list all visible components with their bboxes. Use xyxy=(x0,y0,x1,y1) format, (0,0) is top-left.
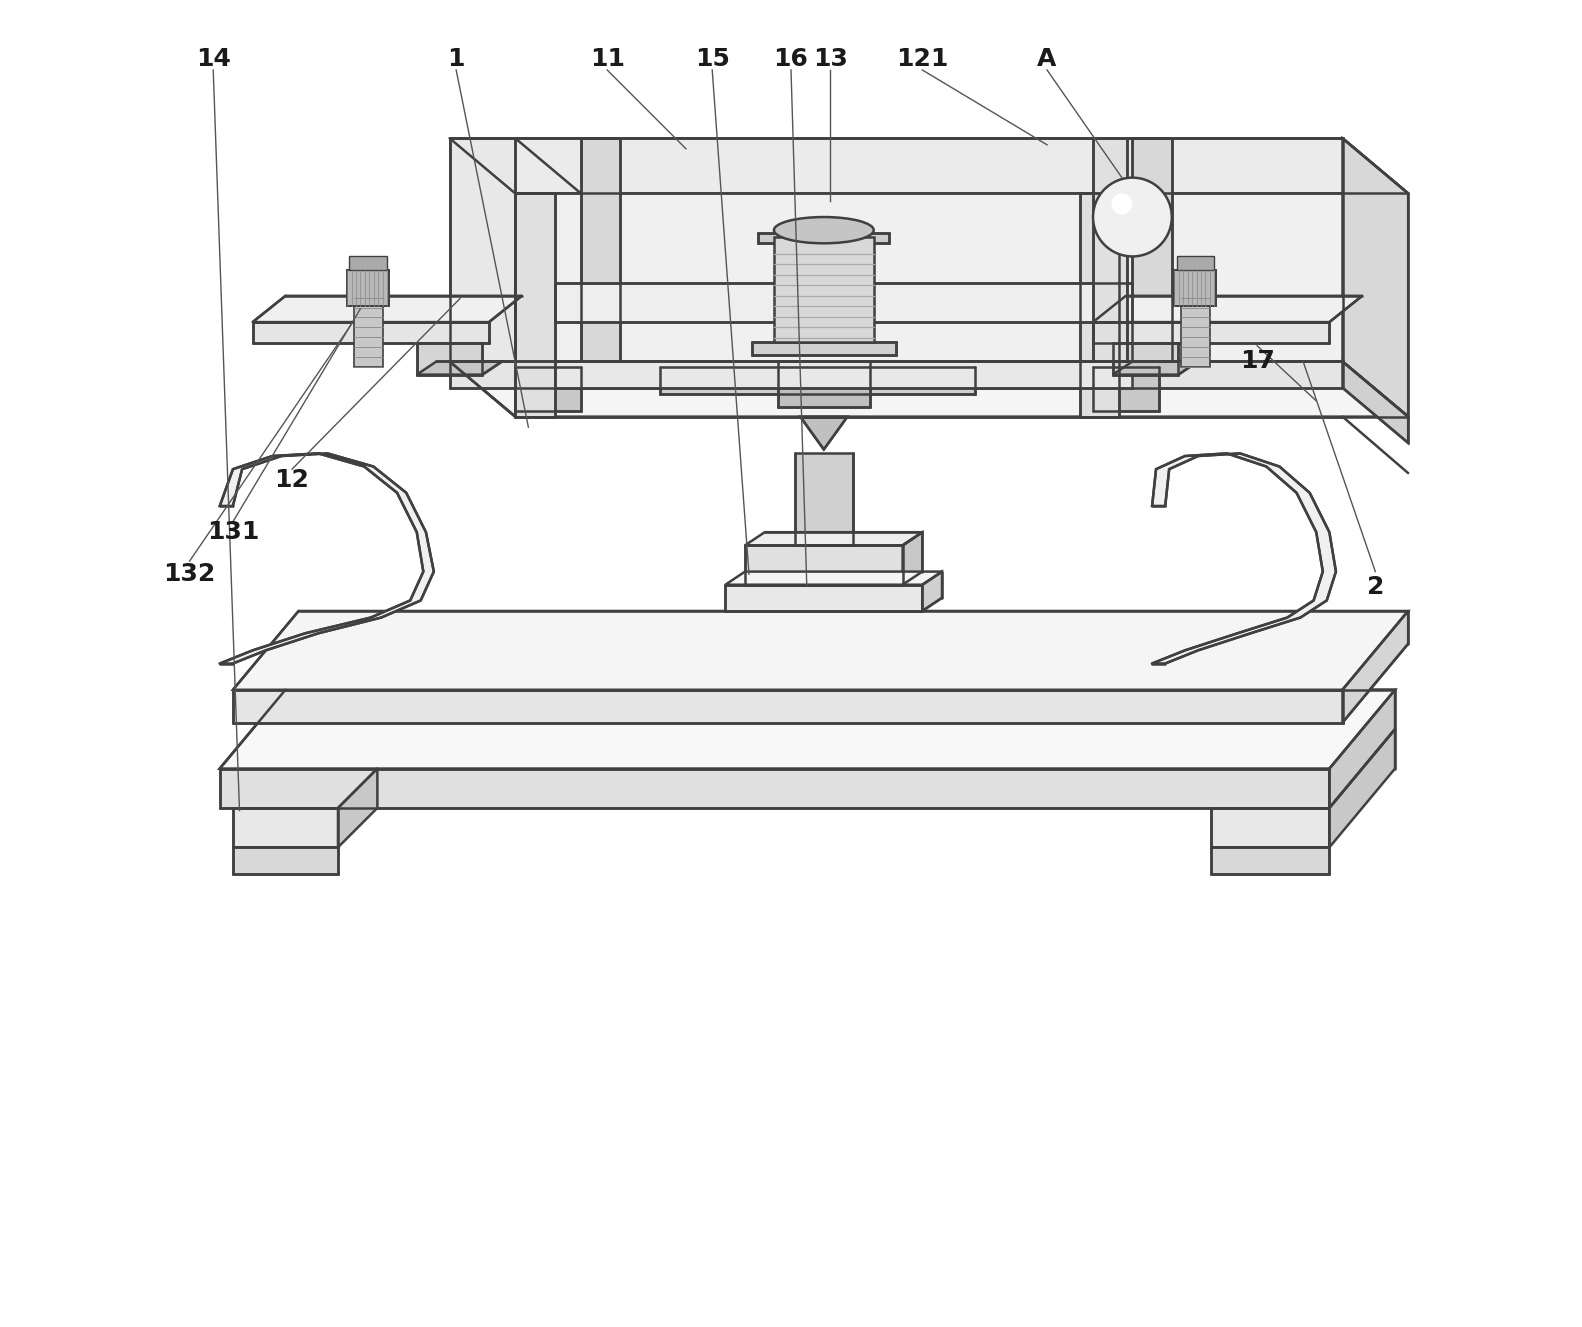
Polygon shape xyxy=(233,690,1343,723)
Polygon shape xyxy=(416,344,483,374)
FancyBboxPatch shape xyxy=(354,288,383,366)
Polygon shape xyxy=(725,572,941,585)
Polygon shape xyxy=(1343,361,1408,443)
Polygon shape xyxy=(516,194,555,417)
Polygon shape xyxy=(903,532,922,585)
Text: 1: 1 xyxy=(448,48,465,72)
Polygon shape xyxy=(233,848,339,873)
Text: A: A xyxy=(1038,48,1057,72)
Polygon shape xyxy=(758,232,889,243)
Polygon shape xyxy=(725,585,922,610)
FancyBboxPatch shape xyxy=(1174,269,1217,307)
Polygon shape xyxy=(1212,808,1329,848)
Polygon shape xyxy=(1343,138,1408,417)
Polygon shape xyxy=(1093,366,1158,411)
Polygon shape xyxy=(516,366,581,411)
FancyBboxPatch shape xyxy=(346,269,389,307)
Polygon shape xyxy=(1329,729,1395,848)
Polygon shape xyxy=(794,454,853,545)
Polygon shape xyxy=(449,361,1343,387)
Polygon shape xyxy=(751,342,895,354)
Polygon shape xyxy=(1133,138,1172,361)
Polygon shape xyxy=(1093,138,1126,361)
Polygon shape xyxy=(745,545,903,585)
Polygon shape xyxy=(449,361,1408,417)
Polygon shape xyxy=(220,454,433,664)
Polygon shape xyxy=(1093,322,1329,344)
Polygon shape xyxy=(555,361,1133,387)
Text: 13: 13 xyxy=(813,48,848,72)
Text: 121: 121 xyxy=(895,48,949,72)
Circle shape xyxy=(1112,194,1133,215)
Polygon shape xyxy=(778,361,870,407)
Circle shape xyxy=(1093,178,1172,256)
FancyBboxPatch shape xyxy=(350,256,388,269)
Polygon shape xyxy=(449,138,1408,194)
Polygon shape xyxy=(1112,344,1179,374)
Polygon shape xyxy=(1329,690,1395,808)
FancyBboxPatch shape xyxy=(774,236,873,342)
Polygon shape xyxy=(1112,361,1198,374)
Polygon shape xyxy=(253,296,522,322)
Polygon shape xyxy=(800,417,848,450)
Polygon shape xyxy=(1152,454,1335,664)
Text: 132: 132 xyxy=(163,563,215,587)
Text: 2: 2 xyxy=(1367,576,1384,600)
Text: 17: 17 xyxy=(1240,349,1275,373)
Text: 14: 14 xyxy=(196,48,231,72)
Text: 11: 11 xyxy=(590,48,625,72)
Polygon shape xyxy=(233,808,339,848)
FancyBboxPatch shape xyxy=(1177,256,1215,269)
Text: 131: 131 xyxy=(207,520,259,544)
FancyBboxPatch shape xyxy=(1182,288,1210,366)
Polygon shape xyxy=(220,690,1395,768)
Polygon shape xyxy=(416,361,501,374)
Polygon shape xyxy=(922,572,941,610)
Polygon shape xyxy=(555,283,1133,322)
Polygon shape xyxy=(233,610,1408,690)
Polygon shape xyxy=(253,322,489,344)
Polygon shape xyxy=(1212,848,1329,873)
Text: 12: 12 xyxy=(275,467,310,492)
Polygon shape xyxy=(1081,194,1120,417)
Polygon shape xyxy=(220,690,1395,768)
Polygon shape xyxy=(339,768,378,848)
Text: 16: 16 xyxy=(774,48,808,72)
Text: 15: 15 xyxy=(694,48,729,72)
Polygon shape xyxy=(660,366,975,394)
Polygon shape xyxy=(449,138,1343,361)
Polygon shape xyxy=(1343,610,1408,723)
Polygon shape xyxy=(449,138,516,361)
Polygon shape xyxy=(220,768,1329,808)
Polygon shape xyxy=(1093,296,1362,322)
Polygon shape xyxy=(581,138,620,361)
Polygon shape xyxy=(745,532,922,545)
Ellipse shape xyxy=(774,218,873,243)
